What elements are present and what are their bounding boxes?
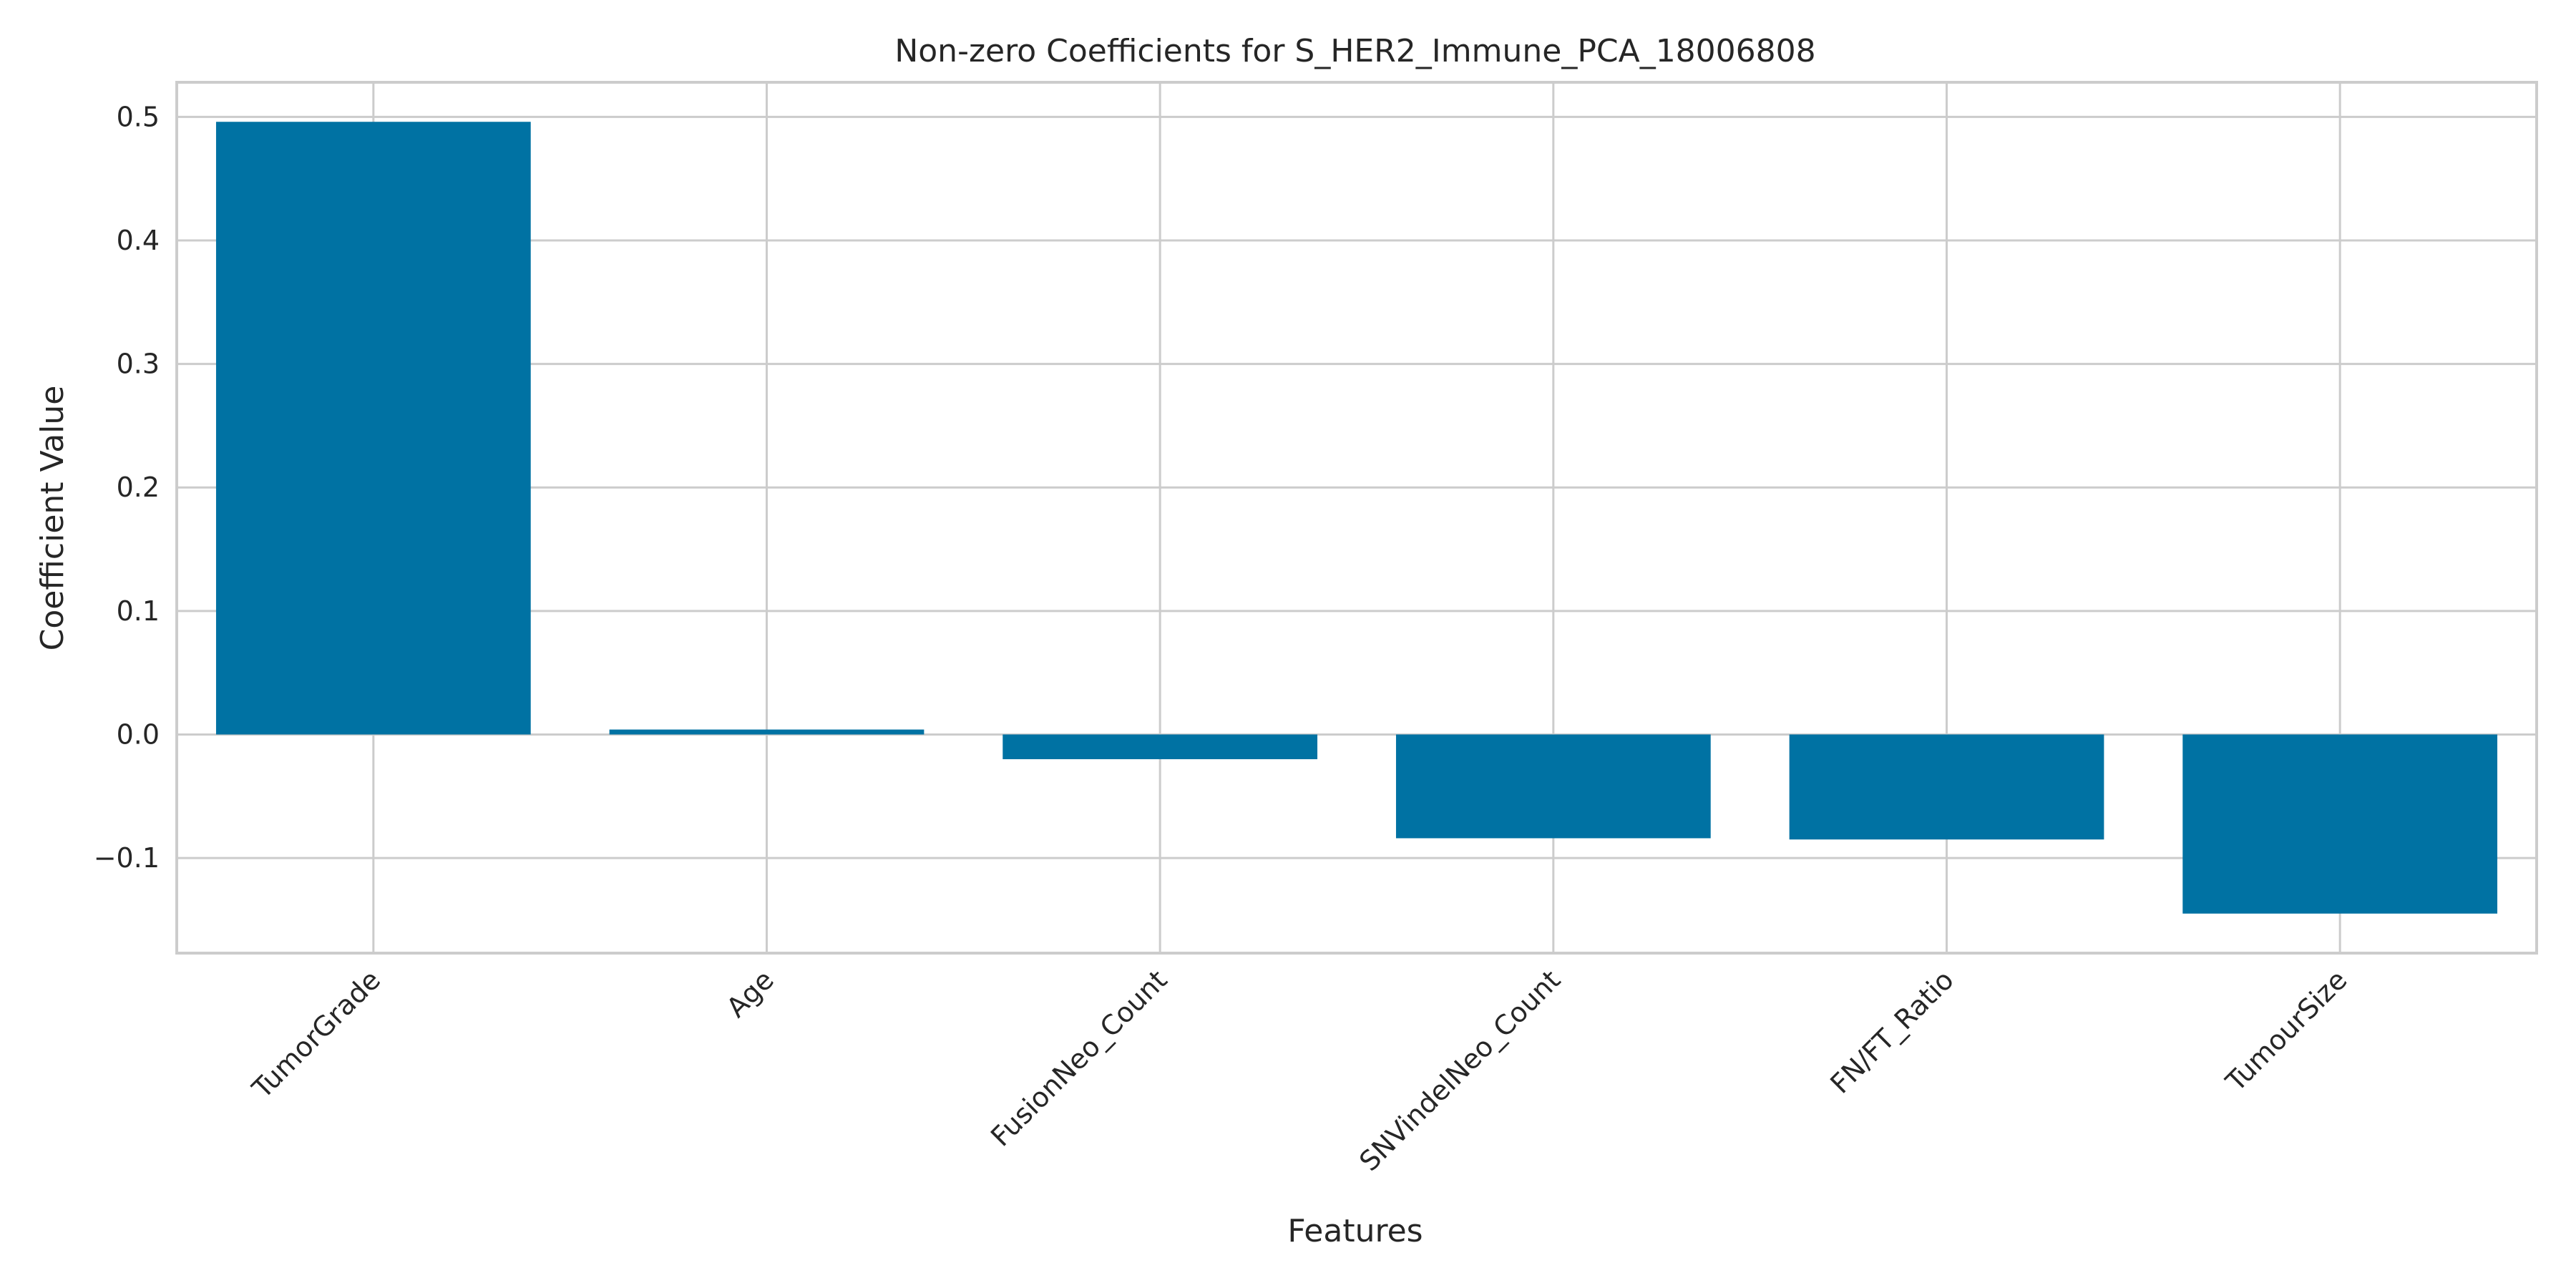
x-axis-label: Features xyxy=(1287,1213,1423,1249)
y-tick-label: 0.1 xyxy=(117,595,160,627)
y-tick-label: 0.3 xyxy=(117,348,160,380)
y-tick-label: 0.5 xyxy=(117,101,160,132)
y-axis-label: Coefficient Value xyxy=(34,386,71,651)
y-tick-label: 0.2 xyxy=(117,472,160,503)
x-tick-label: SNVindelNeo_Count xyxy=(1353,964,1566,1177)
bar xyxy=(1789,734,2104,840)
y-tick-label: 0.0 xyxy=(117,718,160,750)
x-tick-label: FusionNeo_Count xyxy=(985,964,1173,1152)
plot-frame xyxy=(175,81,2538,955)
x-tick-labels: TumorGrade Age FusionNeo_Count SNVindelNeo_… xyxy=(245,964,2353,1177)
y-tick-labels: −0.1 0.0 0.1 0.2 0.3 0.4 0.5 xyxy=(94,101,160,874)
chart-title: Non-zero Coefficients for S_HER2_Immune_… xyxy=(894,33,1815,69)
y-tick-label: −0.1 xyxy=(94,842,160,874)
bar xyxy=(2182,734,2498,914)
x-tick-label: TumorGrade xyxy=(245,964,386,1105)
bar xyxy=(609,729,924,735)
bar xyxy=(215,122,531,735)
x-tick-label: FN/FT_Ratio xyxy=(1824,964,1960,1100)
x-tick-label: Age xyxy=(721,964,780,1023)
bars xyxy=(215,122,2498,914)
bar xyxy=(1002,734,1318,759)
x-tick-label: TumourSize xyxy=(2219,964,2353,1098)
bar xyxy=(1395,734,1711,839)
y-tick-label: 0.4 xyxy=(117,225,160,256)
